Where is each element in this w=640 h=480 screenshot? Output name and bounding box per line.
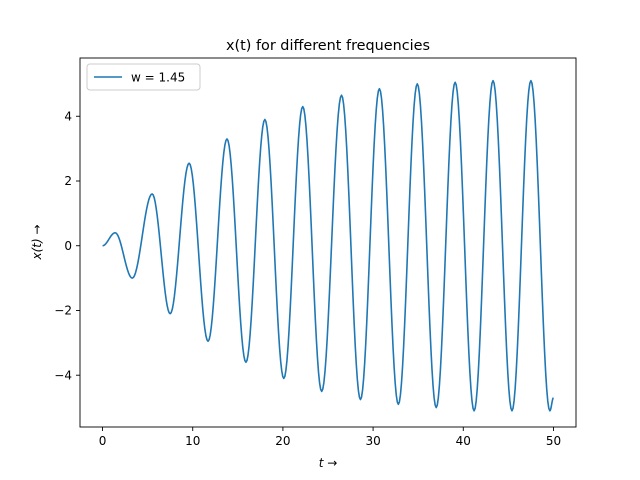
x-axis-label: t → (319, 456, 338, 470)
series-line-w-1-45 (102, 79, 555, 412)
x-tick-label: 40 (456, 434, 471, 448)
y-tick-label: 2 (64, 174, 72, 188)
legend: w = 1.45 (86, 63, 201, 91)
legend-box (86, 63, 201, 91)
chart-title: x(t) for different frequencies (226, 38, 430, 54)
y-tick-label: 4 (64, 109, 72, 123)
x-tick-label: 30 (365, 434, 380, 448)
y-axis-label: x(t) → (30, 224, 44, 260)
x-tick-label: 20 (275, 434, 290, 448)
y-tick-label: −4 (54, 368, 72, 382)
x-tick-label: 10 (185, 434, 200, 448)
legend-label: w = 1.45 (131, 71, 185, 85)
x-tick-label: 50 (546, 434, 561, 448)
y-tick-label: −2 (54, 304, 72, 318)
axes-frame (79, 57, 577, 428)
x-tick-label: 0 (99, 434, 107, 448)
plot-area (102, 79, 555, 412)
x-axis-ticks: 0 10 20 30 40 50 (99, 427, 561, 448)
y-axis-ticks: −4 −2 0 2 4 (54, 109, 80, 382)
y-tick-label: 0 (64, 239, 72, 253)
